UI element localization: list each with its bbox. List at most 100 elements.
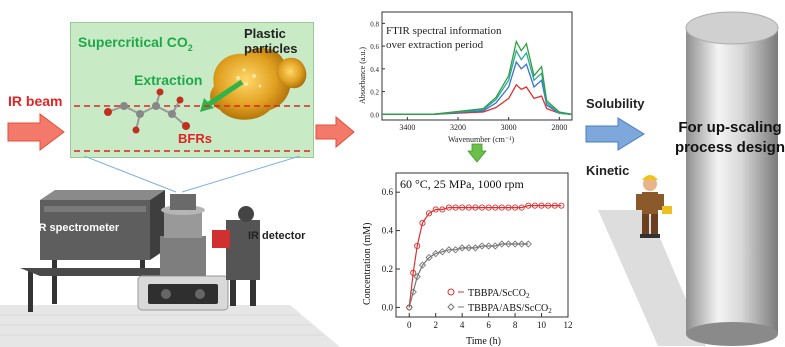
kinetics-point-tbbpa: [439, 206, 446, 213]
kinetics-xtick-label: 8: [513, 320, 518, 330]
spectrum-title-line1: FTIR spectral information: [386, 25, 502, 37]
spectrum-xtick-label: 3200: [450, 123, 466, 132]
spectrum-ytick-label: 0.4: [370, 66, 379, 74]
kinetics-point-abs: [524, 240, 532, 248]
arrow-to-spectrum: [315, 115, 355, 149]
extraction-label: Extraction: [134, 72, 203, 88]
kinetics-chart: 60 °C, 25 MPa, 1000 rpm Concentration (m…: [362, 172, 573, 347]
kinetics-xtick-label: 10: [537, 320, 547, 330]
worker-shadow: [598, 210, 706, 346]
kinetics-point-tbbpa: [452, 204, 459, 211]
kinetics-point-tbbpa: [426, 210, 433, 217]
spectrum-ytick-label: 0.6: [370, 43, 379, 51]
arrow-to-scaleup: [585, 117, 645, 151]
kinetics-point-tbbpa: [498, 204, 505, 211]
kinetic-label: Kinetic: [586, 163, 630, 178]
legend-label-tbbpa-text: TBBPA/ScCO: [468, 288, 526, 299]
plastic-particles-label: Plastic particles: [244, 26, 297, 56]
kinetics-ylabel: Concentration (mM): [362, 223, 373, 305]
kinetics-point-tbbpa: [525, 202, 532, 209]
kinetics-legend: TBBPA/ScCO2 TBBPA/ABS/ScCO2: [447, 288, 552, 315]
spectrum-xtick-label: 2800: [551, 123, 567, 132]
toolbox: [662, 206, 672, 214]
kinetics-point-abs: [451, 246, 460, 254]
kinetics-ytick-label: 0.0: [382, 302, 394, 312]
upscaling-label-line1: For up-scaling: [678, 119, 782, 136]
scf-label-sub: 2: [187, 42, 193, 53]
legend-marker-abs: [447, 303, 455, 311]
plastic-particles-illustration: [210, 47, 307, 120]
upscaling-label: For up-scaling process design: [668, 118, 785, 158]
spectrum-series-line: [382, 60, 573, 115]
kinetics-point-abs: [425, 253, 433, 262]
kinetics-point-tbbpa: [531, 202, 538, 209]
kinetics-point-tbbpa: [410, 269, 417, 276]
kinetics-ytick-label: 0.4: [382, 226, 394, 236]
legend-label-abs-text: TBBPA/ABS/ScCO: [468, 303, 548, 314]
kinetics-fit-line: [408, 204, 562, 308]
spectrum-series-line: [382, 83, 573, 115]
kinetics-point-abs: [409, 288, 417, 296]
bfr-molecule: [104, 88, 195, 141]
kinetics-condition: 60 °C, 25 MPa, 1000 rpm: [400, 177, 524, 191]
worker-illustration: [598, 175, 706, 346]
spectrum-xtick-label: 3000: [501, 123, 517, 132]
legend-label-abs: TBBPA/ABS/ScCO2: [468, 303, 552, 315]
kinetics-point-tbbpa: [465, 204, 472, 211]
cylinder-body: [686, 28, 778, 334]
worker-body: [642, 192, 658, 214]
spectrum-xtick-label: 3400: [399, 123, 415, 132]
kinetics-point-abs: [438, 248, 446, 256]
kinetics-point-tbbpa: [512, 204, 519, 211]
kinetics-point-tbbpa: [472, 204, 479, 211]
kinetics-point-abs: [413, 273, 421, 281]
kinetics-point-tbbpa: [518, 204, 525, 211]
ir-beam-arrow: [7, 113, 65, 151]
kinetics-xtick-label: 4: [460, 320, 465, 330]
kinetics-plot-frame: [395, 172, 569, 318]
kinetics-point-tbbpa: [505, 204, 512, 211]
kinetics-point-abs: [491, 242, 499, 250]
ir-detector: [226, 220, 260, 280]
kinetics-point-tbbpa: [485, 204, 492, 211]
spectrum-series-line: [382, 48, 573, 115]
ftir-spectrum-chart: FTIR spectral information over extractio…: [358, 11, 573, 144]
legend-label-tbbpa: TBBPA/ScCO2: [468, 288, 530, 300]
funnel-lines: [83, 156, 301, 193]
kinetics-point-tbbpa: [419, 219, 426, 226]
plastic-blob-large: [210, 47, 291, 120]
kinetics-point-tbbpa: [538, 202, 545, 209]
upscaling-label-line2: process design: [674, 139, 785, 156]
kinetics-xtick-label: 6: [486, 320, 491, 330]
plastic-label-line2: particles: [244, 41, 298, 56]
kinetics-point-abs: [405, 303, 413, 312]
spectrum-plot-frame: [381, 11, 573, 121]
legend-label-tbbpa-sub: 2: [526, 292, 530, 300]
scaleup-cylinder: [685, 11, 779, 346]
ftir-instrument-illustration: [0, 190, 340, 347]
kinetics-point-tbbpa: [445, 204, 452, 211]
hard-hat: [642, 175, 658, 180]
kinetics-xtick-label: 0: [407, 320, 412, 330]
spectrum-ytick-label: 0.8: [370, 20, 379, 28]
kinetics-ytick-label: 0.2: [382, 264, 393, 274]
kinetics-point-abs: [418, 261, 427, 269]
bench-surface: [0, 305, 340, 347]
kinetics-xlabel: Time (h): [466, 336, 501, 347]
legend-label-abs-sub: 2: [548, 307, 552, 315]
spectrum-xlabel: Wavenumber (cm⁻¹): [448, 135, 515, 144]
plastic-blob-small: [276, 57, 307, 89]
kinetics-point-tbbpa: [478, 204, 486, 211]
spectrum-ylabel: Absorbance (a.u.): [358, 47, 367, 104]
bfrs-label: BFRs: [178, 131, 212, 146]
kinetics-point-tbbpa: [492, 204, 499, 211]
kinetics-xtick-label: 2: [433, 320, 438, 330]
plastic-label-line1: Plastic: [244, 26, 286, 41]
extraction-arrow: [200, 79, 244, 112]
scf-label-text: Supercritical CO: [78, 34, 188, 50]
kinetics-point-tbbpa: [432, 206, 439, 213]
kinetics-point-tbbpa: [551, 202, 558, 209]
kinetics-point-tbbpa: [414, 242, 421, 250]
legend-marker-tbbpa: [447, 288, 455, 296]
arrow-to-kinetics: [467, 143, 487, 163]
